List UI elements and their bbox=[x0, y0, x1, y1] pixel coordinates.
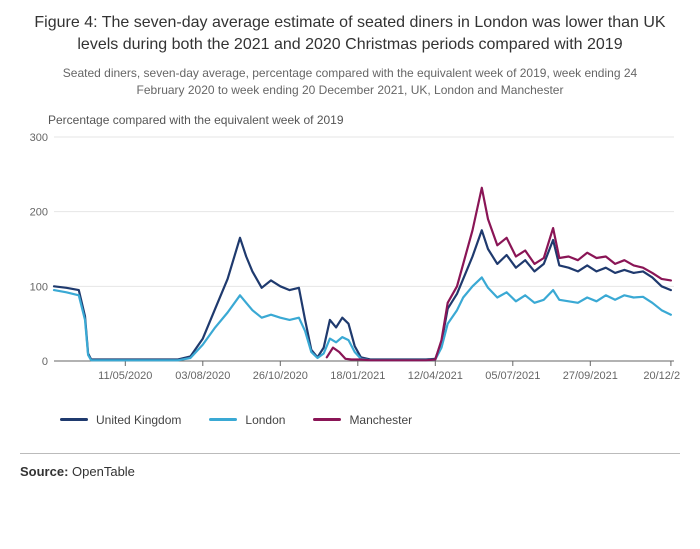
chart-title: Figure 4: The seven-day average estimate… bbox=[20, 12, 680, 55]
svg-text:12/04/2021: 12/04/2021 bbox=[408, 370, 463, 382]
series-united-kingdom bbox=[54, 230, 671, 359]
legend-swatch bbox=[209, 418, 237, 421]
chart-subtitle: Seated diners, seven-day average, percen… bbox=[20, 65, 680, 99]
svg-text:27/09/2021: 27/09/2021 bbox=[563, 370, 618, 382]
legend-item: London bbox=[209, 413, 285, 427]
legend-item: United Kingdom bbox=[60, 413, 181, 427]
source-label: Source: bbox=[20, 464, 68, 479]
svg-text:20/12/2021: 20/12/2021 bbox=[643, 370, 680, 382]
series-london bbox=[54, 277, 671, 360]
svg-text:11/05/2020: 11/05/2020 bbox=[98, 370, 152, 382]
svg-text:300: 300 bbox=[30, 132, 48, 144]
svg-text:05/07/2021: 05/07/2021 bbox=[485, 370, 540, 382]
svg-text:18/01/2021: 18/01/2021 bbox=[330, 370, 385, 382]
svg-text:0: 0 bbox=[42, 356, 48, 368]
legend-label: London bbox=[245, 413, 285, 427]
legend-label: Manchester bbox=[349, 413, 412, 427]
line-chart-svg: 0 100 200 300 11/05/2020 03/08/2020 26/10/2020… bbox=[20, 131, 680, 391]
legend-label: United Kingdom bbox=[96, 413, 181, 427]
svg-text:26/10/2020: 26/10/2020 bbox=[253, 370, 308, 382]
legend-swatch bbox=[313, 418, 341, 421]
y-axis-label: Percentage compared with the equivalent … bbox=[48, 113, 680, 127]
source-line: Source: OpenTable bbox=[20, 464, 680, 479]
svg-text:100: 100 bbox=[30, 281, 48, 293]
svg-text:03/08/2020: 03/08/2020 bbox=[175, 370, 230, 382]
legend: United Kingdom London Manchester bbox=[60, 413, 680, 427]
source-value: OpenTable bbox=[72, 464, 135, 479]
svg-text:200: 200 bbox=[30, 206, 48, 218]
series-manchester bbox=[327, 188, 671, 360]
legend-item: Manchester bbox=[313, 413, 412, 427]
chart-area: 0 100 200 300 11/05/2020 03/08/2020 26/10/2020… bbox=[20, 131, 680, 391]
legend-swatch bbox=[60, 418, 88, 421]
divider bbox=[20, 453, 680, 454]
